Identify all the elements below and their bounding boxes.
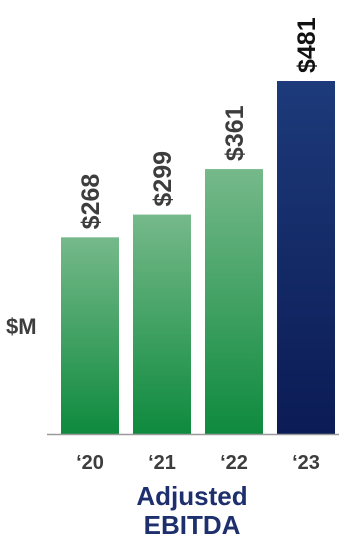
bar-1 — [61, 237, 119, 434]
value-label-group: $268 $299 $361 $481 — [77, 17, 321, 229]
chart-title-line-2: EBITDA — [143, 510, 241, 540]
value-label-3: $361 — [221, 105, 249, 161]
x-tick-label-2: ‘21 — [148, 452, 176, 474]
x-tick-label-1: ‘20 — [76, 452, 104, 474]
chart-title: Adjusted EBITDA — [82, 482, 302, 540]
bar-2 — [133, 214, 191, 434]
x-tick-label-3: ‘22 — [220, 452, 248, 474]
x-tick-label-4: ‘23 — [292, 452, 320, 474]
value-label-2: $299 — [149, 151, 177, 207]
y-axis-unit-label: $M — [6, 314, 37, 339]
value-label-4: $481 — [293, 17, 321, 73]
bar-4 — [277, 81, 335, 434]
bar-3 — [205, 169, 263, 434]
value-label-1: $268 — [77, 174, 105, 230]
chart-title-line-1: Adjusted — [136, 481, 248, 511]
x-tick-group: ‘20 ‘21 ‘22 ‘23 — [76, 452, 320, 474]
bar-group — [61, 81, 335, 434]
